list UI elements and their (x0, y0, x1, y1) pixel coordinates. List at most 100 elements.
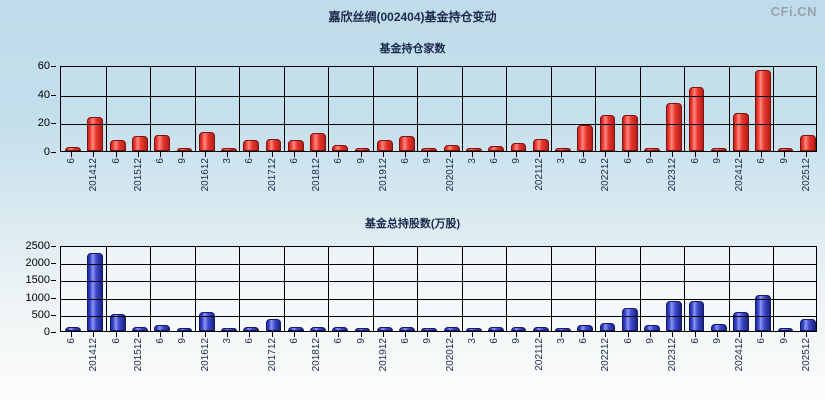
x-axis-tick-label: 201812 (311, 158, 323, 192)
gridline-horizontal (61, 124, 816, 126)
bar (577, 124, 594, 151)
gridline-vertical (106, 67, 107, 151)
bar (443, 144, 460, 151)
x-axis-tick (695, 152, 696, 157)
bar (221, 147, 237, 151)
y-axis-tick-label: 1500 (25, 274, 50, 287)
gridline-vertical (595, 247, 596, 331)
x-axis-tick (361, 332, 362, 337)
gridline-vertical (640, 67, 641, 151)
gridline-vertical (328, 247, 329, 331)
y-axis-tick-label: 0 (43, 146, 50, 158)
x-axis-tick (361, 152, 362, 157)
bar (621, 308, 638, 331)
x-axis-tick (806, 152, 807, 157)
y-axis-tick (51, 314, 56, 316)
bar (198, 311, 215, 331)
x-axis-tick (227, 152, 228, 157)
y-axis-tick-label: 0 (43, 326, 50, 338)
x-axis-tick-label: 3 (555, 158, 567, 164)
x-axis-tick-label: 6 (689, 338, 701, 344)
x-axis-tick (405, 152, 406, 157)
gridline-vertical (239, 247, 240, 331)
chart-2-bars (61, 247, 816, 331)
y-axis-tick-label: 2000 (25, 257, 50, 270)
y-axis-tick-label: 500 (31, 308, 50, 321)
x-axis-tick (71, 152, 72, 157)
chart-1-x-labels: 6 201412 6 201512 6 9 201612 3 6 201712 6 201812 6 9 2… (60, 158, 817, 218)
x-axis-tick (338, 152, 339, 157)
x-axis-tick (93, 152, 94, 157)
gridline-vertical (239, 67, 240, 151)
y-axis-tick (51, 123, 56, 125)
gridline-vertical (150, 67, 151, 151)
y-axis-tick (51, 246, 56, 247)
x-axis-tick (695, 332, 696, 337)
bar (733, 113, 749, 151)
x-axis-tick-label: 9 (778, 338, 790, 344)
bar (666, 103, 683, 151)
gridline-horizontal (61, 298, 816, 300)
bar (510, 143, 527, 151)
bar (354, 147, 371, 151)
x-axis-tick-label: 9 (711, 158, 723, 164)
chart-2-x-ticks (60, 332, 817, 338)
bar (644, 147, 660, 151)
x-axis-tick-label: 9 (778, 158, 790, 164)
x-axis-tick (672, 152, 673, 157)
bar (688, 87, 705, 151)
bar (332, 327, 349, 331)
gridline-vertical (417, 67, 418, 151)
watermark: CFi.CN (770, 4, 817, 19)
x-axis-tick (450, 332, 451, 337)
x-axis-tick-label: 201512 (132, 338, 144, 372)
gridline-vertical (195, 247, 196, 331)
gridline-vertical (462, 67, 463, 151)
chart-2-plot-area (60, 246, 817, 332)
x-axis-tick-label: 201812 (311, 338, 323, 372)
chart-1-bars (61, 67, 816, 151)
x-axis-tick-label: 202512 (800, 338, 812, 372)
bar (376, 326, 393, 331)
x-axis-tick (583, 152, 584, 157)
bar (287, 140, 304, 151)
x-axis-tick (650, 332, 651, 337)
x-axis-tick (405, 332, 406, 337)
x-axis-tick (450, 152, 451, 157)
bar (755, 70, 772, 151)
x-axis-tick-label: 6 (489, 338, 501, 344)
x-axis-tick-label: 3 (466, 158, 478, 164)
x-axis-tick (539, 332, 540, 337)
x-axis-tick-label: 9 (422, 158, 434, 164)
x-axis-tick-label: 6 (622, 158, 634, 164)
x-axis-tick-label: 6 (578, 338, 590, 344)
gridline-vertical (595, 67, 596, 151)
x-axis-tick-label: 3 (466, 338, 478, 344)
x-axis-tick-label: 6 (288, 338, 300, 344)
gridline-vertical (417, 247, 418, 331)
gridline-horizontal (61, 315, 816, 317)
x-axis-tick (561, 152, 562, 157)
x-axis-tick-label: 6 (400, 338, 412, 344)
x-axis-tick (494, 152, 495, 157)
gridline-vertical (506, 247, 507, 331)
x-axis-tick (583, 332, 584, 337)
bar (154, 324, 171, 331)
bar (265, 138, 282, 151)
x-axis-tick (516, 332, 517, 337)
x-axis-tick (672, 332, 673, 337)
bar (65, 327, 82, 331)
gridline-vertical (640, 247, 641, 331)
x-axis-tick-label: 201512 (132, 158, 144, 192)
bar (65, 147, 82, 151)
bar (154, 134, 171, 151)
bar (399, 136, 415, 151)
x-axis-tick (93, 332, 94, 337)
gridline-vertical (773, 247, 774, 331)
chart-1-x-ticks (60, 152, 817, 158)
bar (465, 327, 482, 331)
x-axis-tick (472, 332, 473, 337)
x-axis-tick-label: 202012 (444, 338, 456, 372)
gridline-vertical (551, 247, 552, 331)
